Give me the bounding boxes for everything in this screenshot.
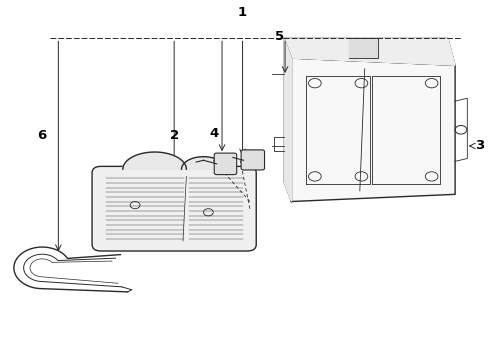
Text: 1: 1 [238, 6, 247, 19]
Text: 6: 6 [38, 129, 47, 142]
Polygon shape [284, 39, 455, 65]
Polygon shape [349, 39, 378, 58]
FancyBboxPatch shape [241, 150, 265, 170]
Text: 4: 4 [210, 127, 219, 140]
Text: 3: 3 [475, 139, 484, 152]
Polygon shape [292, 58, 455, 202]
Text: 5: 5 [274, 30, 284, 43]
Polygon shape [181, 157, 225, 169]
Polygon shape [123, 152, 186, 169]
FancyBboxPatch shape [92, 166, 256, 251]
FancyBboxPatch shape [214, 153, 237, 175]
Polygon shape [284, 39, 292, 202]
Text: 2: 2 [170, 129, 179, 142]
